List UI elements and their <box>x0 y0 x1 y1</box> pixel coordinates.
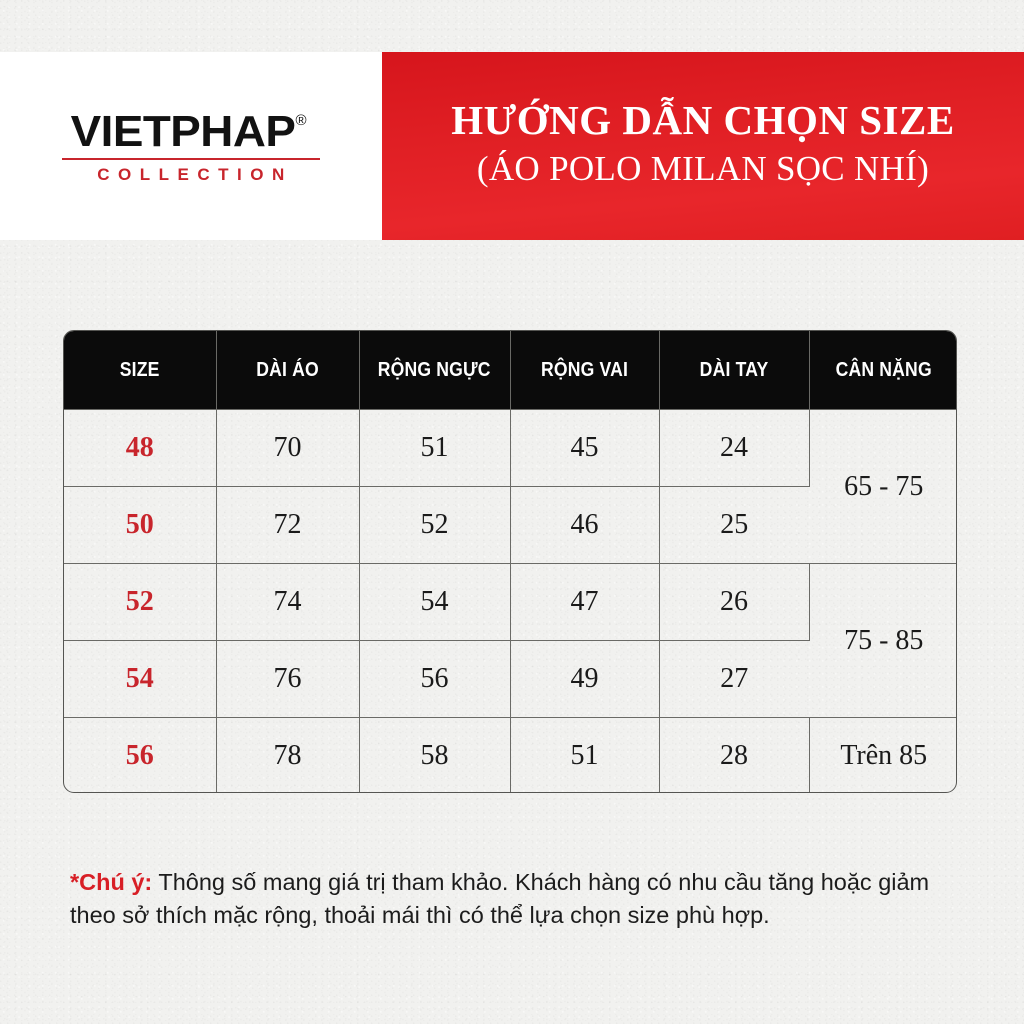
table-row: 56 78 58 51 28 Trên 85 <box>64 717 956 792</box>
cell-dai-ao: 78 <box>216 717 360 792</box>
table-row: 52 74 54 47 26 75 - 85 <box>64 563 956 718</box>
column-header-dai-ao-label: DÀI ÁO <box>256 358 319 381</box>
column-header-can-nang: CÂN NẶNG <box>809 331 956 410</box>
size-table: SIZE DÀI ÁO RỘNG NGỰC RỘNG VAI DÀI TAY C… <box>64 331 956 792</box>
footnote-label: *Chú ý: <box>70 869 153 895</box>
cell-rong-nguc: 54 <box>359 563 511 641</box>
header-banner: VIETPHAP ® COLLECTION HƯỚNG DẪN CHỌN SIZ… <box>0 52 1024 240</box>
cell-rong-vai: 46 <box>510 486 660 564</box>
page-title: HƯỚNG DẪN CHỌN SIZE <box>451 96 955 143</box>
title-panel: HƯỚNG DẪN CHỌN SIZE (ÁO POLO MILAN SỌC N… <box>382 52 1024 240</box>
page-subtitle: (ÁO POLO MILAN SỌC NHÍ) <box>476 149 930 189</box>
cell-rong-vai: 45 <box>510 409 660 487</box>
cell-dai-tay: 26 <box>659 563 810 641</box>
column-header-rong-vai: RỘNG VAI <box>510 331 660 410</box>
table-header: SIZE DÀI ÁO RỘNG NGỰC RỘNG VAI DÀI TAY C… <box>64 331 956 410</box>
table-row: 48 70 51 45 24 65 - 75 <box>64 409 956 564</box>
table-row: 50 72 52 46 25 <box>64 486 956 564</box>
table-row: 54 76 56 49 27 <box>64 640 956 718</box>
cell-size: 48 <box>64 409 217 487</box>
cell-rong-vai: 47 <box>510 563 660 641</box>
cell-dai-tay: 24 <box>659 409 810 487</box>
cell-rong-vai: 49 <box>510 640 660 718</box>
brand-logo-panel: VIETPHAP ® COLLECTION <box>0 52 382 240</box>
column-header-dai-tay: DÀI TAY <box>659 331 810 410</box>
column-header-rong-nguc-label: RỘNG NGỰC <box>378 358 491 381</box>
cell-size: 50 <box>64 486 217 564</box>
logo-wrap: VIETPHAP ® COLLECTION <box>46 106 336 185</box>
cell-rong-vai: 51 <box>510 717 660 792</box>
brand-wordmark: VIETPHAP <box>71 106 296 156</box>
logo-main-row: VIETPHAP ® <box>46 106 336 156</box>
cell-dai-ao: 76 <box>216 640 360 718</box>
cell-rong-nguc: 56 <box>359 640 511 718</box>
cell-dai-tay: 25 <box>659 486 809 564</box>
column-header-size: SIZE <box>64 331 217 410</box>
column-header-dai-ao: DÀI ÁO <box>216 331 360 410</box>
cell-size: 52 <box>64 563 217 641</box>
table-body: 48 70 51 45 24 65 - 75 50 72 52 46 25 52… <box>64 409 956 792</box>
logo-divider-rule <box>62 157 320 161</box>
cell-dai-tay: 28 <box>659 717 810 792</box>
cell-size: 56 <box>64 717 217 792</box>
cell-dai-ao: 70 <box>216 409 360 487</box>
cell-dai-tay: 27 <box>659 640 809 718</box>
column-header-can-nang-label: CÂN NẶNG <box>835 358 932 381</box>
cell-can-nang: 65 - 75 <box>809 409 956 564</box>
column-header-rong-nguc: RỘNG NGỰC <box>359 331 511 410</box>
cell-rong-nguc: 51 <box>359 409 511 487</box>
cell-dai-ao: 74 <box>216 563 360 641</box>
column-header-size-label: SIZE <box>119 358 160 381</box>
registered-trademark-icon: ® <box>295 111 307 129</box>
footnote: *Chú ý: Thông số mang giá trị tham khảo.… <box>70 866 980 933</box>
footnote-body: Thông số mang giá trị tham khảo. Khách h… <box>70 869 930 929</box>
column-header-rong-vai-label: RỘNG VAI <box>540 358 629 381</box>
cell-can-nang: Trên 85 <box>840 740 928 772</box>
cell-can-nang: 75 - 85 <box>809 563 956 718</box>
table-header-row: SIZE DÀI ÁO RỘNG NGỰC RỘNG VAI DÀI TAY C… <box>64 331 956 410</box>
size-table-container: SIZE DÀI ÁO RỘNG NGỰC RỘNG VAI DÀI TAY C… <box>63 330 957 793</box>
cell-rong-nguc: 52 <box>359 486 511 564</box>
cell-rong-nguc: 58 <box>359 717 511 792</box>
cell-size: 54 <box>64 640 217 718</box>
brand-tagline: COLLECTION <box>97 165 293 185</box>
cell-dai-ao: 72 <box>216 486 360 564</box>
column-header-dai-tay-label: DÀI TAY <box>699 358 769 381</box>
